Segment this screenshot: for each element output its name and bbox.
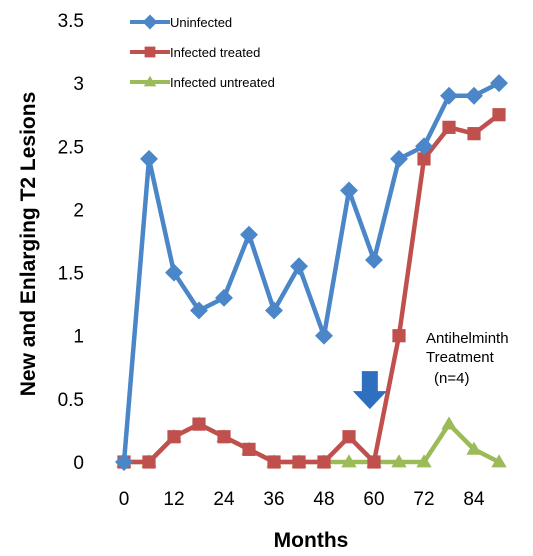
annotation: Antihelminth Treatment (n=4) [352,330,509,410]
data-point [192,417,206,431]
annotation-line-3: (n=4) [434,370,469,387]
data-point [190,301,208,320]
data-point [290,257,308,276]
data-point [167,430,181,444]
data-point [467,127,481,141]
legend-label: Uninfected [170,15,232,30]
x-tick-label: 12 [163,489,184,510]
data-point [165,263,183,282]
legend-entry: Uninfected [130,14,232,30]
data-point [367,455,381,469]
legend: Uninfected Infected treated Infected untre… [130,14,275,90]
data-point [215,288,233,307]
x-tick-label: 84 [463,489,485,510]
data-point [115,453,133,471]
data-point [265,301,283,320]
y-tick-label: 3 [73,74,84,95]
legend-label: Infected untreated [170,75,275,90]
data-point [341,454,357,468]
data-point [466,441,482,455]
treatment-arrow-icon [352,371,387,410]
data-point [240,225,258,244]
data-point [491,454,507,468]
data-point [217,430,231,444]
data-point [465,86,483,105]
legend-label: Infected treated [170,45,260,60]
y-tick-label: 0 [73,453,84,474]
series-uninfected [115,74,508,471]
y-tick-label: 1.5 [58,264,84,285]
series-line [124,112,501,465]
data-point [292,455,306,469]
x-axis-title: Months [274,529,349,552]
data-point [140,149,158,168]
legend-entry: Infected untreated [130,75,275,90]
data-point [365,250,383,269]
data-point [317,455,331,469]
annotation-line-1: Antihelminth [426,330,509,347]
data-point [242,442,256,456]
data-point [342,430,356,444]
data-point [142,455,156,469]
x-tick-label: 36 [263,489,284,510]
x-tick-label: 48 [313,489,334,510]
data-point [490,74,508,93]
data-point [340,181,358,200]
x-axis-ticks: 0 12 24 36 48 60 72 84 [119,489,485,510]
series-layer [115,74,508,471]
data-point [441,416,457,430]
data-point [415,137,433,156]
y-tick-label: 2 [73,200,84,221]
y-axis-title: New and Enlarging T2 Lesions [17,92,40,397]
series-line [121,81,501,463]
data-point [440,86,458,105]
y-tick-label: 3.5 [58,11,84,32]
y-axis-ticks: 0 0.5 1 1.5 2 2.5 3 3.5 [58,11,84,474]
x-tick-label: 0 [119,489,130,510]
data-point [442,120,456,134]
x-tick-label: 24 [213,489,235,510]
data-point [492,108,506,122]
data-point [416,454,432,468]
data-point [315,326,333,345]
annotation-line-2: Treatment [426,349,495,366]
data-point [392,329,406,343]
y-tick-label: 0.5 [58,390,84,411]
x-tick-label: 72 [413,489,434,510]
data-point [390,149,408,168]
data-point [417,152,431,166]
data-point [391,454,407,468]
x-tick-label: 60 [363,489,384,510]
legend-entry: Infected treated [130,45,260,60]
y-tick-label: 1 [73,327,84,348]
data-point [267,455,281,469]
series-infected-treated [117,108,506,469]
y-tick-label: 2.5 [58,137,84,158]
